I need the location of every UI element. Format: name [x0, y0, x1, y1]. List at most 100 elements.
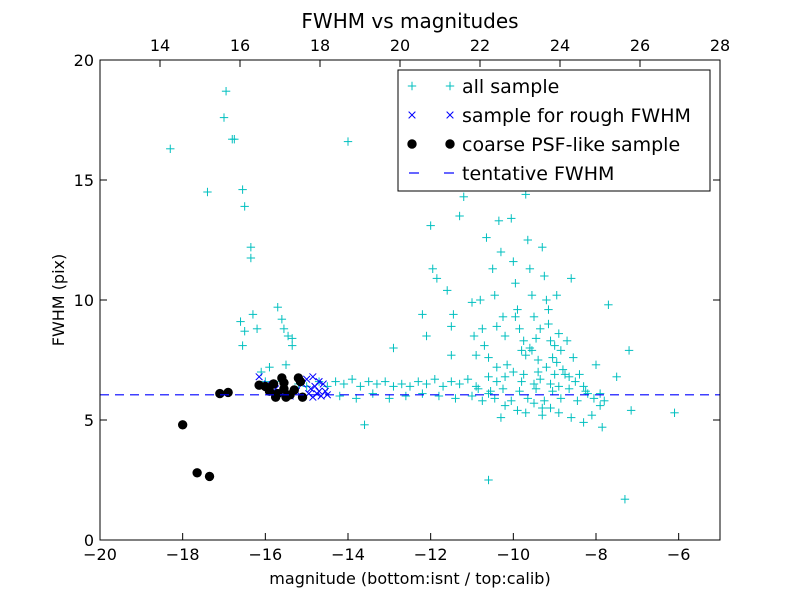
data-point [240, 202, 249, 211]
data-point [238, 185, 247, 194]
x-stroke-b [319, 380, 327, 388]
data-point [447, 322, 456, 331]
data-point [540, 271, 549, 281]
x-tick-label: −10 [496, 545, 530, 564]
data-point [579, 418, 588, 427]
data-point [562, 336, 572, 345]
series-coarse-psf-like-sample [177, 373, 308, 482]
data-point [523, 394, 532, 403]
data-point [579, 382, 588, 391]
data-point [302, 382, 311, 391]
data-point [418, 310, 427, 319]
data-point [352, 394, 361, 403]
data-point [279, 378, 289, 388]
data-point [449, 310, 458, 319]
legend-marker [445, 81, 455, 91]
data-point [542, 363, 551, 372]
data-point [277, 315, 287, 324]
data-point [575, 370, 584, 379]
legend-marker [407, 139, 417, 149]
legend-label: coarse PSF-like sample [462, 134, 680, 156]
data-point [515, 324, 524, 333]
data-point [281, 360, 291, 369]
data-point [509, 367, 518, 377]
data-point [488, 264, 497, 273]
x-tick-label: −6 [667, 545, 691, 564]
data-point [252, 324, 262, 333]
x-stroke-b [315, 387, 323, 395]
data-point [490, 394, 499, 403]
data-point [569, 353, 578, 362]
data-point [204, 471, 215, 482]
series-all-sample [166, 87, 679, 504]
data-point [492, 322, 501, 331]
legend-label: all sample [462, 76, 559, 98]
data-point [531, 334, 541, 343]
data-point [536, 375, 545, 384]
data-point [474, 384, 483, 393]
x-axis-top: 14 16 18 20 22 24 26 28 [150, 36, 730, 67]
data-point [624, 346, 634, 355]
data-point [500, 372, 510, 381]
data-point [360, 420, 369, 429]
data-point [471, 351, 481, 360]
data-point [478, 396, 487, 405]
data-point [544, 305, 553, 314]
data-point [381, 377, 390, 386]
data-point [519, 370, 528, 379]
data-point [238, 341, 247, 350]
data-point [581, 387, 590, 396]
data-point [521, 351, 530, 360]
legend-entry: sample for rough FWHM [408, 105, 691, 127]
x-tick-label: −20 [83, 545, 117, 564]
y-tick-label: 20 [74, 51, 94, 70]
y-tick-label: 5 [84, 411, 94, 430]
data-point [273, 303, 282, 312]
data-point [289, 385, 299, 395]
data-point [246, 243, 256, 252]
data-point [492, 377, 501, 386]
data-point [550, 370, 559, 379]
legend-marker [445, 139, 455, 149]
data-point [517, 377, 526, 386]
data-point [552, 358, 561, 367]
data-point [527, 346, 537, 355]
data-point [307, 385, 315, 393]
data-point [511, 279, 520, 288]
data-point [315, 377, 323, 386]
legend-label: sample for rough FWHM [462, 105, 691, 127]
data-point [467, 391, 477, 401]
data-point [356, 382, 365, 391]
data-point [525, 264, 535, 273]
data-point [482, 233, 491, 242]
data-point [494, 216, 504, 225]
data-point [347, 375, 357, 384]
data-point [554, 408, 563, 417]
data-point [600, 396, 609, 405]
data-point [430, 375, 439, 384]
data-point [414, 377, 423, 386]
x-axis-label: magnitude (bottom:isnt / top:calib) [269, 569, 550, 588]
data-point [521, 190, 530, 199]
data-point [484, 353, 493, 362]
data-point [364, 377, 373, 386]
data-point [166, 144, 175, 153]
data-point [558, 365, 568, 374]
data-point [573, 396, 582, 405]
data-point [556, 394, 566, 403]
data-point [203, 187, 212, 197]
data-point [500, 331, 510, 341]
data-point [219, 113, 229, 122]
data-point [567, 413, 576, 422]
data-point [587, 411, 597, 420]
data-point [591, 360, 601, 369]
data-point [309, 373, 317, 381]
data-point [385, 394, 394, 403]
data-point [546, 336, 555, 345]
data-point [443, 286, 452, 295]
data-point [476, 295, 485, 305]
data-point [626, 406, 636, 415]
top-x-tick-label: 22 [470, 36, 490, 55]
data-point [492, 363, 501, 372]
